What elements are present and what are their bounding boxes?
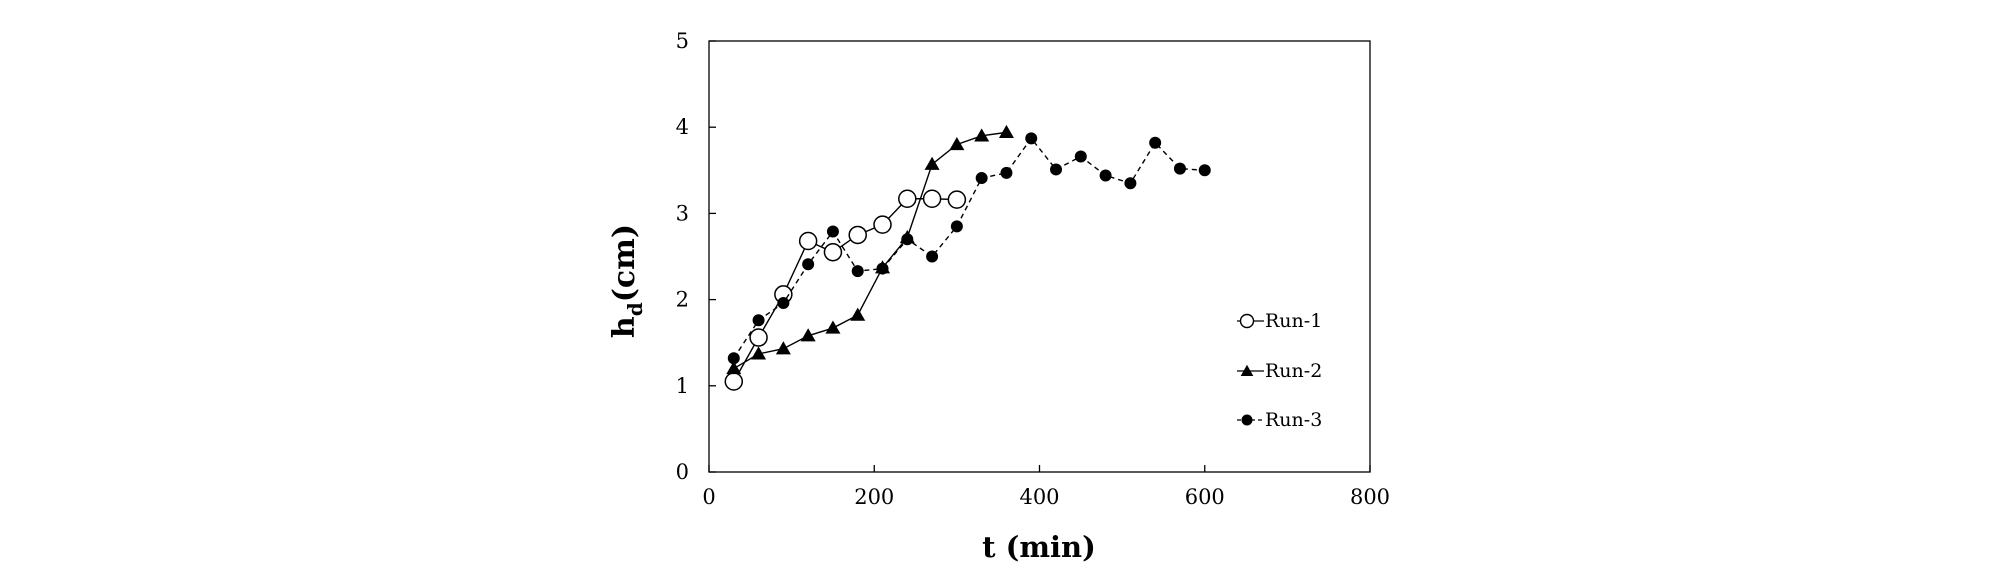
series-line <box>733 131 1007 370</box>
data-point <box>1050 163 1063 176</box>
data-point <box>950 220 963 233</box>
data-point <box>1000 166 1013 179</box>
plot-area-border <box>708 40 1371 473</box>
y-tick-label: 2 <box>676 288 689 312</box>
data-point <box>1074 150 1087 163</box>
data-point <box>825 320 841 334</box>
data-point <box>873 215 892 234</box>
x-tick-label: 400 <box>1019 485 1059 509</box>
x-axis: 0 200 400 600 800 <box>702 465 1390 509</box>
data-point <box>851 265 864 278</box>
y-tick-label: 4 <box>676 115 689 139</box>
x-tick-label: 0 <box>702 485 715 509</box>
data-point <box>924 156 940 170</box>
data-point <box>975 172 988 185</box>
series-2 <box>726 124 1014 375</box>
series-3 <box>727 132 1211 365</box>
data-point <box>848 225 867 245</box>
data-point <box>1025 132 1038 145</box>
series-line <box>733 137 1205 359</box>
data-point <box>922 189 942 208</box>
data-point <box>775 341 791 355</box>
legend-label: Run-2 <box>1265 360 1322 382</box>
data-point <box>749 328 768 347</box>
y-tick-label: 0 <box>676 460 689 484</box>
y-axis-title-sub: d <box>623 302 647 316</box>
data-point <box>1099 169 1112 182</box>
y-tick-label: 5 <box>676 29 689 53</box>
data-point <box>947 190 967 209</box>
y-axis-title-unit: (cm) <box>607 224 642 302</box>
data-point <box>998 124 1014 138</box>
legend: Run-1 Run-2 Run-3 <box>1237 310 1322 431</box>
series-1 <box>724 189 967 391</box>
y-tick-label: 1 <box>676 374 689 398</box>
data-point <box>751 346 767 360</box>
data-point <box>1198 164 1211 177</box>
data-point <box>826 225 839 238</box>
data-point <box>850 307 866 321</box>
data-point <box>876 262 889 275</box>
x-axis-title: t (min) <box>982 530 1096 564</box>
plot-frame <box>708 40 1371 473</box>
data-point <box>1149 136 1162 149</box>
data-point <box>1124 177 1137 190</box>
data-point <box>752 314 765 327</box>
legend-item-1: Run-1 <box>1237 310 1322 332</box>
legend-label: Run-1 <box>1265 310 1322 332</box>
series-line <box>733 198 957 382</box>
data-point <box>823 242 843 262</box>
data-point <box>898 189 917 208</box>
data-point <box>800 328 816 342</box>
legend-item-3: Run-3 <box>1237 409 1322 431</box>
data-point <box>802 258 815 271</box>
legend-marker <box>1240 364 1254 377</box>
data-point <box>777 297 790 310</box>
data-point <box>724 372 744 391</box>
y-axis: 0 1 2 3 4 5 <box>676 29 716 484</box>
legend-item-2: Run-2 <box>1237 360 1322 382</box>
data-point <box>727 352 740 365</box>
data-point <box>974 128 990 142</box>
legend-label: Run-3 <box>1265 409 1322 431</box>
data-point <box>726 361 742 375</box>
y-axis-title: hd(cm) <box>607 224 647 338</box>
x-tick-label: 600 <box>1185 485 1225 509</box>
data-point <box>1173 162 1186 175</box>
legend-marker <box>1239 313 1255 329</box>
series-layer <box>724 124 1211 391</box>
y-axis-title-main: h <box>607 316 642 338</box>
x-tick-label: 800 <box>1350 485 1390 509</box>
x-tick-label: 200 <box>854 485 894 509</box>
data-point <box>949 136 965 151</box>
data-point <box>926 250 939 263</box>
data-point <box>798 231 818 251</box>
data-point <box>901 233 914 246</box>
y-tick-label: 3 <box>676 201 689 225</box>
legend-marker <box>1241 414 1253 426</box>
